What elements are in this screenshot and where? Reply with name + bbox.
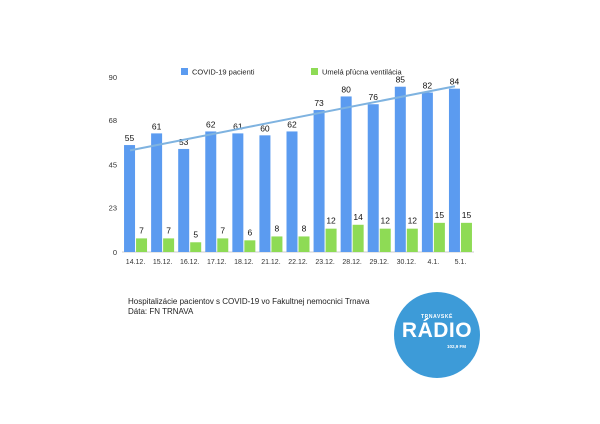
data-label-ventilacia: 12 bbox=[380, 216, 390, 226]
bar-covid-pacienti bbox=[421, 92, 433, 252]
data-label-covid-pacienti: 55 bbox=[125, 133, 135, 143]
data-label-ventilacia: 15 bbox=[462, 210, 472, 220]
y-tick-label: 68 bbox=[109, 116, 117, 125]
x-tick-label: 16.12. bbox=[180, 259, 200, 266]
bar-ventilacia bbox=[406, 228, 418, 252]
caption-title: Hospitalizácie pacientov s COVID-19 vo F… bbox=[128, 297, 370, 306]
bar-ventilacia bbox=[136, 238, 148, 252]
data-label-covid-pacienti: 76 bbox=[368, 92, 378, 102]
data-label-ventilacia: 14 bbox=[353, 212, 363, 222]
data-label-covid-pacienti: 82 bbox=[423, 81, 433, 91]
data-label-ventilacia: 7 bbox=[139, 225, 144, 235]
radio-logo: TRNAVSKÉ RÁDIO 102,9 FM bbox=[394, 292, 480, 378]
x-tick-label: 30.12. bbox=[397, 259, 417, 266]
x-tick-label: 5.1. bbox=[455, 259, 467, 266]
x-tick-label: 14.12. bbox=[126, 259, 146, 266]
data-label-ventilacia: 12 bbox=[326, 216, 336, 226]
data-label-ventilacia: 8 bbox=[275, 223, 280, 233]
data-label-covid-pacienti: 62 bbox=[206, 119, 216, 129]
bar-covid-pacienti bbox=[124, 145, 136, 252]
data-label-ventilacia: 7 bbox=[220, 225, 225, 235]
trendline-line bbox=[129, 85, 456, 152]
data-label-ventilacia: 12 bbox=[408, 216, 418, 226]
data-label-covid-pacienti: 80 bbox=[341, 84, 351, 94]
y-tick-label: 90 bbox=[109, 73, 117, 82]
bar-ventilacia bbox=[460, 222, 472, 252]
data-label-ventilacia: 7 bbox=[166, 225, 171, 235]
x-tick-label: 29.12. bbox=[369, 259, 389, 266]
bar-covid-pacienti bbox=[394, 86, 406, 252]
bar-ventilacia bbox=[217, 238, 229, 252]
bar-covid-pacienti bbox=[448, 88, 460, 253]
x-tick-label: 18.12. bbox=[234, 259, 254, 266]
data-label-ventilacia: 15 bbox=[435, 210, 445, 220]
bar-ventilacia bbox=[271, 236, 283, 252]
bar-ventilacia bbox=[190, 242, 202, 252]
legend-label: COVID-19 pacienti bbox=[192, 68, 255, 77]
bar-covid-pacienti bbox=[151, 133, 163, 252]
data-label-covid-pacienti: 73 bbox=[314, 98, 324, 108]
x-tick-label: 21.12. bbox=[261, 259, 281, 266]
y-tick-label: 0 bbox=[113, 248, 117, 257]
bar-covid-pacienti bbox=[340, 96, 352, 252]
bar-covid-pacienti bbox=[313, 110, 325, 252]
bars: 55 7 61 7 53 5 62 7 61 6 60 8 62 8 73 12 80 14 76 12 85 12 82 1… bbox=[124, 75, 472, 253]
bar-covid-pacienti bbox=[205, 131, 217, 252]
bar-ventilacia bbox=[433, 222, 445, 252]
x-tick-label: 22.12. bbox=[288, 259, 308, 266]
bar-covid-pacienti bbox=[178, 148, 190, 252]
data-label-covid-pacienti: 84 bbox=[450, 77, 460, 87]
data-label-ventilacia: 5 bbox=[193, 229, 198, 239]
data-label-covid-pacienti: 53 bbox=[179, 137, 189, 147]
y-tick-label: 23 bbox=[109, 203, 117, 212]
legend-label: Umelá pľúcna ventilácia bbox=[322, 68, 403, 77]
x-tick-label: 28.12. bbox=[342, 259, 362, 266]
x-axis: 14.12. 15.12. 16.12. 17.12. 18.12. 21.12. 22.1… bbox=[126, 259, 467, 266]
trendline bbox=[129, 85, 456, 152]
data-label-ventilacia: 8 bbox=[302, 223, 307, 233]
data-label-covid-pacienti: 61 bbox=[152, 121, 162, 131]
logo-top-text: TRNAVSKÉ bbox=[421, 314, 453, 320]
bar-covid-pacienti bbox=[259, 135, 271, 252]
legend-swatch bbox=[311, 68, 318, 75]
data-label-covid-pacienti: 62 bbox=[287, 119, 297, 129]
data-label-ventilacia: 6 bbox=[247, 227, 252, 237]
caption-source: Dáta: FN TRNAVA bbox=[128, 307, 194, 316]
bar-covid-pacienti bbox=[367, 104, 379, 252]
legend: COVID-19 pacienti Umelá pľúcna ventilácia bbox=[181, 68, 403, 77]
x-tick-label: 15.12. bbox=[153, 259, 173, 266]
data-label-covid-pacienti: 85 bbox=[396, 75, 406, 85]
y-axis: 0 23 45 68 90 bbox=[109, 73, 117, 257]
chart-caption: Hospitalizácie pacientov s COVID-19 vo F… bbox=[128, 297, 369, 317]
bar-ventilacia bbox=[352, 224, 364, 252]
x-tick-label: 23.12. bbox=[315, 259, 335, 266]
bar-ventilacia bbox=[163, 238, 175, 252]
data-label-covid-pacienti: 61 bbox=[233, 121, 243, 131]
bar-covid-pacienti bbox=[286, 131, 298, 252]
bar-covid-pacienti bbox=[232, 133, 244, 252]
legend-swatch bbox=[181, 68, 188, 75]
bar-ventilacia bbox=[298, 236, 310, 252]
logo-main-text: RÁDIO bbox=[401, 319, 473, 342]
bar-ventilacia bbox=[379, 228, 391, 252]
bar-ventilacia bbox=[244, 240, 256, 252]
y-tick-label: 45 bbox=[109, 161, 117, 170]
logo-sub-text: 102,9 FM bbox=[446, 344, 466, 349]
x-tick-label: 17.12. bbox=[207, 259, 227, 266]
bar-ventilacia bbox=[325, 228, 337, 252]
data-label-covid-pacienti: 60 bbox=[260, 123, 270, 133]
x-tick-label: 4.1. bbox=[428, 259, 440, 266]
